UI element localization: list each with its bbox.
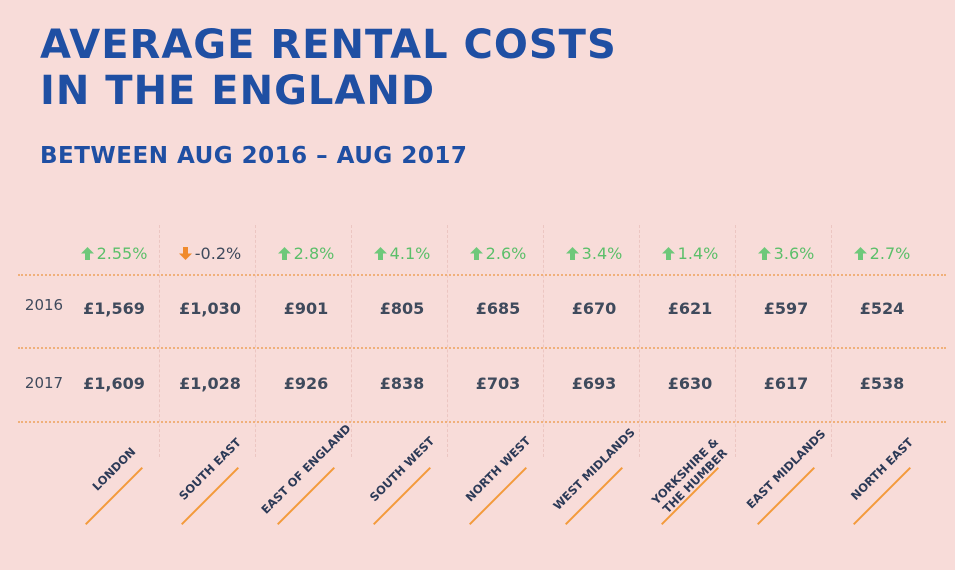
region-label-line: EAST OF ENGLAND bbox=[258, 421, 354, 517]
region-north-east: NORTH EAST bbox=[834, 400, 930, 570]
region-label-line: WEST MIDLANDS bbox=[550, 425, 638, 513]
region-label: EAST OF ENGLAND bbox=[258, 421, 353, 516]
column-divider bbox=[159, 225, 160, 457]
change-london: 2.55% bbox=[66, 243, 162, 263]
region-south-west: SOUTH WEST bbox=[354, 400, 450, 570]
column-divider bbox=[255, 225, 256, 457]
region-east-midlands: EAST MIDLANDS bbox=[738, 400, 834, 570]
region-north-west: NORTH WEST bbox=[450, 400, 546, 570]
change-value: -0.2% bbox=[194, 244, 242, 263]
value-2017-east-midlands: £617 bbox=[763, 374, 809, 393]
chart-subtitle: BETWEEN AUG 2016 – AUG 2017 bbox=[40, 143, 468, 169]
change-value: 2.8% bbox=[293, 244, 335, 263]
chart-title-line-1: AVERAGE RENTAL COSTS bbox=[40, 22, 617, 68]
value-2017-london: £1,609 bbox=[83, 374, 145, 393]
value-2017-yorkshire-and-the-humber: £630 bbox=[667, 374, 713, 393]
chart-title-line-2: IN THE ENGLAND bbox=[40, 68, 436, 114]
region-label: EAST MIDLANDS bbox=[744, 427, 829, 512]
arrow-up-icon bbox=[373, 247, 387, 260]
value-2017-south-east: £1,028 bbox=[179, 374, 241, 393]
row-divider bbox=[18, 274, 946, 276]
arrow-down-icon bbox=[178, 247, 192, 260]
change-north-west: 2.6% bbox=[450, 243, 546, 263]
value-2017-south-west: £838 bbox=[379, 374, 425, 393]
region-label-line: EAST MIDLANDS bbox=[743, 426, 829, 512]
change-east-of-england: 2.8% bbox=[258, 243, 354, 263]
region-south-east: SOUTH EAST bbox=[162, 400, 258, 570]
arrow-up-icon bbox=[757, 247, 771, 260]
change-east-midlands: 3.6% bbox=[738, 243, 834, 263]
value-2017-north-west: £703 bbox=[475, 374, 521, 393]
value-2016-east-midlands: £597 bbox=[763, 299, 809, 318]
year-label-2017: 2017 bbox=[24, 374, 64, 392]
change-yorkshire-and-the-humber: 1.4% bbox=[642, 243, 738, 263]
value-2017-west-midlands: £693 bbox=[571, 374, 617, 393]
value-2016-east-of-england: £901 bbox=[283, 299, 329, 318]
arrow-up-icon bbox=[565, 247, 579, 260]
value-2017-east-of-england: £926 bbox=[283, 374, 329, 393]
row-divider bbox=[18, 347, 946, 349]
value-2017-north-east: £538 bbox=[859, 374, 905, 393]
value-2016-north-west: £685 bbox=[475, 299, 521, 318]
value-2016-yorkshire-and-the-humber: £621 bbox=[667, 299, 713, 318]
change-south-west: 4.1% bbox=[354, 243, 450, 263]
column-divider bbox=[735, 225, 736, 457]
column-divider bbox=[831, 225, 832, 457]
year-label-2016: 2016 bbox=[24, 296, 64, 314]
column-divider bbox=[543, 225, 544, 457]
region-label-line: LONDON bbox=[89, 444, 139, 494]
chart-title: AVERAGE RENTAL COSTS IN THE ENGLAND bbox=[40, 22, 617, 114]
region-east-of-england: EAST OF ENGLAND bbox=[258, 400, 354, 570]
value-2016-south-east: £1,030 bbox=[179, 299, 241, 318]
region-west-midlands: WEST MIDLANDS bbox=[546, 400, 642, 570]
region-label: YORKSHIRE & THE HUMBER bbox=[649, 435, 731, 517]
region-label: LONDON bbox=[90, 445, 139, 494]
row-divider bbox=[18, 421, 946, 423]
change-north-east: 2.7% bbox=[834, 243, 930, 263]
column-divider bbox=[639, 225, 640, 457]
arrow-up-icon bbox=[469, 247, 483, 260]
change-value: 1.4% bbox=[677, 244, 719, 263]
arrow-up-icon bbox=[853, 247, 867, 260]
change-value: 3.4% bbox=[581, 244, 623, 263]
change-west-midlands: 3.4% bbox=[546, 243, 642, 263]
value-2016-west-midlands: £670 bbox=[571, 299, 617, 318]
change-value: 2.55% bbox=[96, 244, 148, 263]
change-value: 2.7% bbox=[869, 244, 911, 263]
change-value: 3.6% bbox=[773, 244, 815, 263]
arrow-up-icon bbox=[277, 247, 291, 260]
column-divider bbox=[447, 225, 448, 457]
region-label: WEST MIDLANDS bbox=[550, 425, 637, 512]
value-2016-london: £1,569 bbox=[83, 299, 145, 318]
column-divider bbox=[351, 225, 352, 457]
change-value: 2.6% bbox=[485, 244, 527, 263]
region-yorkshire-and-the-humber: YORKSHIRE & THE HUMBER bbox=[642, 400, 738, 570]
change-value: 4.1% bbox=[389, 244, 431, 263]
value-2016-north-east: £524 bbox=[859, 299, 905, 318]
change-south-east: -0.2% bbox=[162, 243, 258, 263]
value-2016-south-west: £805 bbox=[379, 299, 425, 318]
arrow-up-icon bbox=[661, 247, 675, 260]
arrow-up-icon bbox=[80, 247, 94, 260]
region-london: LONDON bbox=[66, 400, 162, 570]
